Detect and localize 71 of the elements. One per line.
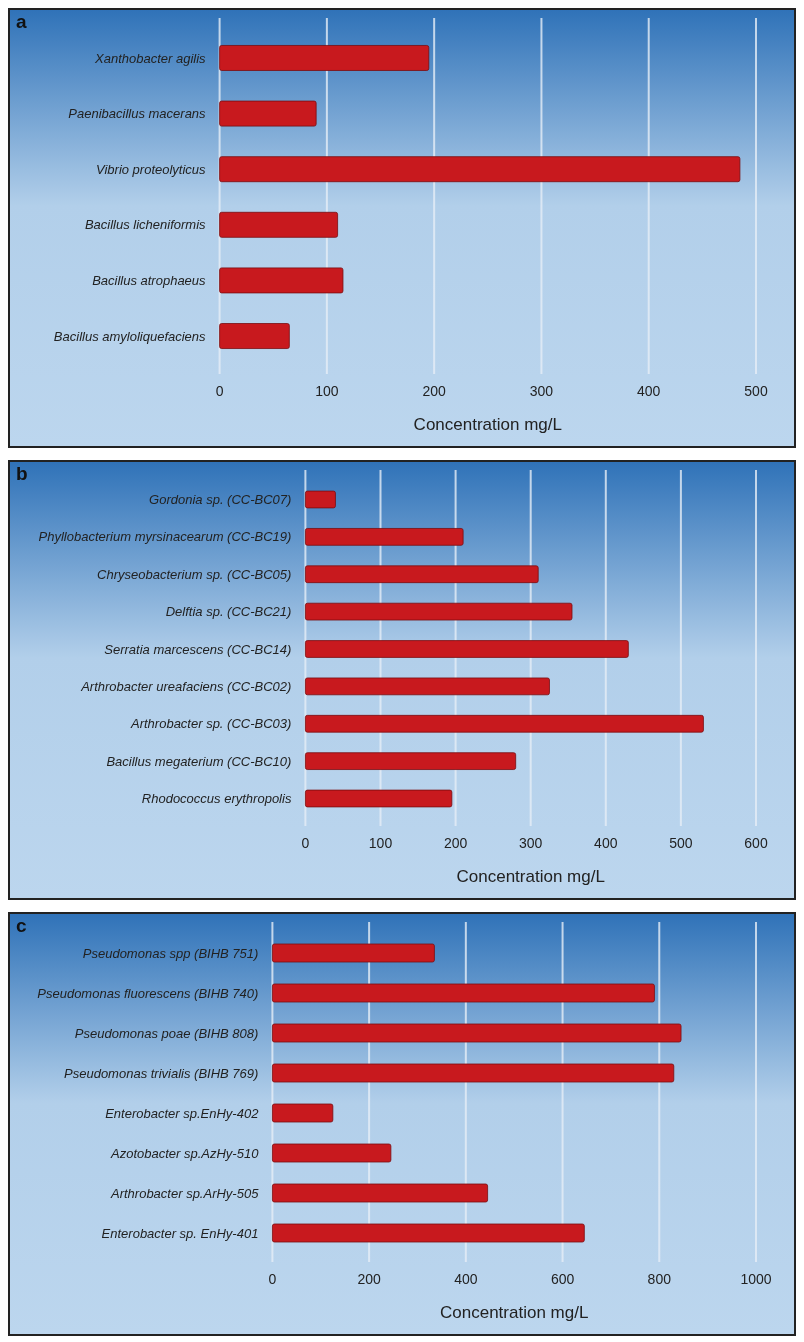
x-tick-label: 100 [368, 835, 393, 851]
y-tick-label: Chryseobacterium sp. (CC-BC05) [97, 566, 292, 582]
x-tick-label: 600 [744, 835, 768, 851]
y-tick-label: Phyllobacterium myrsinacearum (CC-BC19) [38, 529, 292, 545]
bar [272, 1223, 585, 1243]
bar [305, 528, 464, 546]
y-tick-label: Paenibacillus macerans [68, 106, 207, 122]
y-tick-label: Delftia sp. (CC-BC21) [165, 604, 292, 620]
x-tick-label: 200 [443, 835, 468, 851]
bar [219, 211, 339, 238]
y-tick-label: Pseudomonas trivialis (BIHB 769) [64, 1065, 259, 1081]
x-tick-label: 1000 [740, 1271, 772, 1287]
bar [272, 1023, 682, 1043]
x-tick-label: 500 [669, 835, 693, 851]
y-tick-label: Bacillus megaterium (CC-BC10) [106, 753, 292, 769]
x-tick-label: 500 [744, 383, 768, 399]
y-tick-label: Pseudomonas poae (BIHB 808) [74, 1025, 259, 1041]
bar [305, 640, 629, 658]
x-tick-label: 0 [301, 835, 310, 851]
y-tick-label: Arthrobacter sp. (CC-BC03) [130, 716, 292, 732]
x-tick-label: 200 [422, 383, 447, 399]
y-tick-label: Enterobacter sp. EnHy-401 [101, 1225, 259, 1241]
x-tick-label: 400 [594, 835, 618, 851]
text: c [16, 915, 27, 936]
y-tick-label: Bacillus amyloliquefaciens [53, 328, 207, 344]
bar [272, 1183, 488, 1203]
x-tick-label: 200 [357, 1271, 382, 1287]
x-axis-title: Concentration mg/L [413, 415, 562, 434]
y-tick-label: Arthrobacter ureafaciens (CC-BC02) [80, 678, 292, 694]
bar [219, 156, 741, 183]
x-tick-label: 400 [454, 1271, 478, 1287]
y-tick-label: Arthrobacter sp.ArHy-505 [109, 1185, 260, 1201]
y-tick-label: Vibrio proteolyticus [96, 161, 207, 177]
x-axis-title: Concentration mg/L [440, 1303, 589, 1322]
x-tick-label: 400 [637, 383, 661, 399]
y-tick-label: Gordonia sp. (CC-BC07) [149, 492, 292, 508]
bar [305, 602, 573, 621]
x-tick-label: 300 [529, 383, 554, 399]
y-tick-label: Serratia marcescens (CC-BC14) [104, 641, 292, 657]
y-tick-label: Bacillus atrophaeus [92, 272, 207, 288]
x-tick-label: 0 [215, 383, 224, 399]
y-tick-label: Pseudomonas spp (BIHB 751) [82, 945, 259, 961]
text: a [16, 11, 27, 32]
bar [305, 490, 336, 509]
bar [219, 100, 317, 127]
bar [219, 267, 344, 294]
bar [305, 789, 453, 808]
y-tick-label: Azotobacter sp.AzHy-510 [109, 1145, 260, 1161]
y-tick-label: Enterobacter sp.EnHy-402 [105, 1105, 260, 1121]
bar [272, 1143, 392, 1163]
x-tick-label: 100 [315, 383, 339, 399]
bar [272, 1103, 334, 1123]
x-tick-label: 800 [647, 1271, 672, 1287]
bar [305, 714, 704, 733]
bar [305, 565, 539, 584]
y-tick-label: Pseudomonas fluorescens (BIHB 740) [37, 985, 259, 1001]
x-tick-label: 0 [268, 1271, 277, 1287]
y-tick-label: Bacillus licheniformis [84, 217, 207, 233]
x-tick-label: 600 [550, 1271, 575, 1287]
y-tick-label: Rhodococcus erythropolis [141, 791, 292, 807]
x-axis-title: Concentration mg/L [456, 867, 605, 886]
bar [272, 1063, 675, 1083]
bar [305, 677, 550, 696]
bar [219, 45, 430, 71]
bar [219, 323, 290, 349]
bar [272, 983, 655, 1003]
text: b [16, 463, 28, 484]
bar [305, 752, 517, 770]
y-tick-label: Xanthobacter agilis [94, 50, 207, 66]
bar [272, 943, 435, 963]
x-tick-label: 300 [519, 835, 543, 851]
